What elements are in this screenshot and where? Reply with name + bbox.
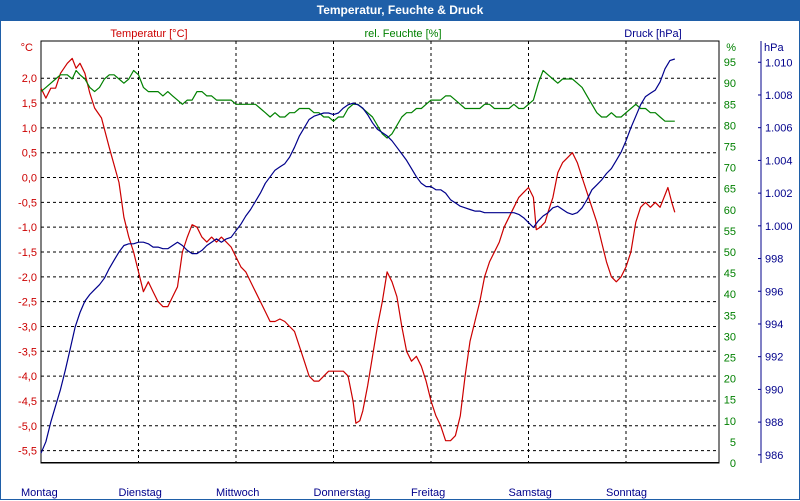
pressure-tick-label: 986 <box>765 450 783 462</box>
temperature-tick-label: -5,5 <box>18 446 37 458</box>
day-label: Samstag <box>509 487 552 499</box>
humidity-tick-label: 50 <box>724 247 736 259</box>
pressure-tick-label: 1.004 <box>765 155 793 167</box>
day-label: Montag <box>21 487 58 499</box>
pressure-tick-label: 1.008 <box>765 90 793 102</box>
temperature-tick-label: 2,0 <box>22 73 37 85</box>
humidity-tick-label: 5 <box>730 437 736 449</box>
pressure-tick-label: 990 <box>765 384 783 396</box>
humidity-tick-label: 55 <box>724 226 736 238</box>
humidity-series-label: rel. Feuchte [%] <box>364 28 441 40</box>
day-label: Donnerstag <box>314 487 371 499</box>
temperature-tick-label: 1,0 <box>22 123 37 135</box>
temperature-tick-label: -3,5 <box>18 346 37 358</box>
pressure-tick-label: 996 <box>765 286 783 298</box>
weather-chart: Temperatur [°C] rel. Feuchte [%] Druck [… <box>18 28 793 499</box>
temperature-unit-label: °C <box>21 42 33 54</box>
pressure-tick-label: 1.000 <box>765 221 793 233</box>
temperature-tick-label: -2,0 <box>18 272 37 284</box>
humidity-tick-label: 0 <box>730 458 736 470</box>
day-label: Freitag <box>411 487 445 499</box>
humidity-tick-label: 45 <box>724 268 736 280</box>
humidity-tick-label: 80 <box>724 120 736 132</box>
pressure-tick-label: 992 <box>765 352 783 364</box>
humidity-tick-label: 30 <box>724 331 736 343</box>
humidity-unit-label: % <box>726 42 736 54</box>
pressure-series-label: Druck [hPa] <box>624 28 681 40</box>
pressure-series-line <box>40 58 675 454</box>
humidity-tick-label: 15 <box>724 395 736 407</box>
humidity-tick-label: 40 <box>724 289 736 301</box>
pressure-tick-label: 1.006 <box>765 123 793 135</box>
day-label: Sonntag <box>606 487 647 499</box>
humidity-tick-label: 35 <box>724 310 736 322</box>
humidity-tick-label: 20 <box>724 374 736 386</box>
humidity-tick-label: 65 <box>724 184 736 196</box>
pressure-unit-label: hPa <box>764 42 784 54</box>
day-label: Mittwoch <box>216 487 259 499</box>
temperature-series-line <box>40 57 676 442</box>
pressure-tick-label: 988 <box>765 417 783 429</box>
chart-area: Temperatur [°C] rel. Feuchte [%] Druck [… <box>0 20 800 500</box>
pressure-tick-label: 998 <box>765 254 783 266</box>
pressure-tick-label: 1.002 <box>765 188 793 200</box>
temperature-tick-label: -1,0 <box>18 222 37 234</box>
temperature-tick-label: -0,5 <box>18 197 37 209</box>
pressure-tick-label: 1.010 <box>765 57 793 69</box>
temperature-tick-label: -2,5 <box>18 297 37 309</box>
humidity-tick-label: 90 <box>724 78 736 90</box>
temperature-series-label: Temperatur [°C] <box>110 28 187 40</box>
temperature-tick-label: 0,5 <box>22 148 37 160</box>
humidity-tick-label: 85 <box>724 99 736 111</box>
humidity-tick-label: 75 <box>724 142 736 154</box>
humidity-tick-label: 10 <box>724 416 736 428</box>
humidity-tick-label: 25 <box>724 353 736 365</box>
temperature-tick-label: -1,5 <box>18 247 37 259</box>
temperature-tick-label: -4,0 <box>18 371 37 383</box>
humidity-tick-label: 70 <box>724 163 736 175</box>
temperature-tick-label: -4,5 <box>18 396 37 408</box>
temperature-tick-label: -3,0 <box>18 321 37 333</box>
temperature-tick-label: 1,5 <box>22 98 37 110</box>
day-label: Dienstag <box>119 487 162 499</box>
temperature-tick-label: -5,0 <box>18 421 37 433</box>
humidity-tick-label: 95 <box>724 57 736 69</box>
humidity-tick-label: 60 <box>724 205 736 217</box>
pressure-tick-label: 994 <box>765 319 783 331</box>
chart-title: Temperatur, Feuchte & Druck <box>0 0 800 20</box>
temperature-tick-label: 0,0 <box>22 173 37 185</box>
